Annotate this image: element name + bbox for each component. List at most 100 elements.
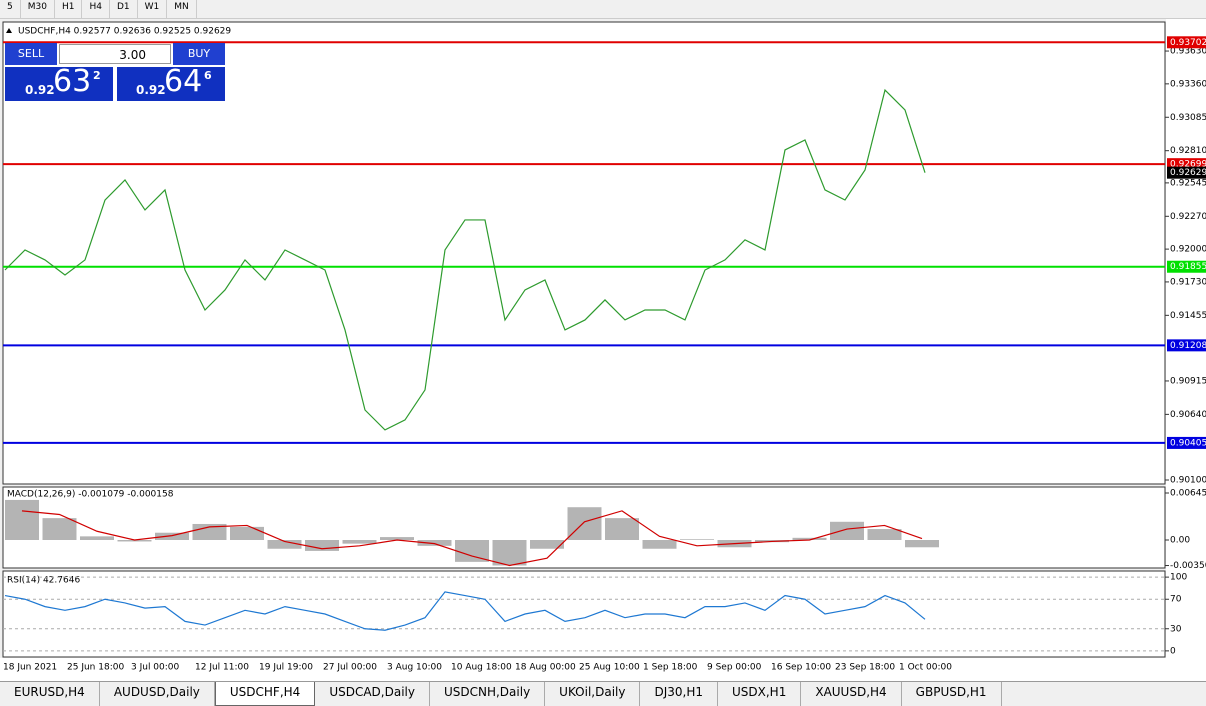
y-tick-label: 0.00 xyxy=(1170,536,1190,546)
macd-bar xyxy=(230,526,264,541)
volume-input[interactable]: 3.00 xyxy=(59,44,171,64)
y-tick-label: -0.003504 xyxy=(1170,561,1206,571)
timeframe-button[interactable]: D1 xyxy=(110,0,138,18)
macd-bar xyxy=(567,507,602,541)
level-label: 0.91208 xyxy=(1170,341,1206,351)
macd-bar xyxy=(267,540,302,549)
x-tick-label: 9 Sep 00:00 xyxy=(707,663,762,673)
macd-bar xyxy=(867,529,902,541)
level-label: 0.90405 xyxy=(1170,438,1206,448)
macd-bar xyxy=(5,499,39,541)
level-label: 0.91855 xyxy=(1170,262,1206,272)
current-price: 0.92629 xyxy=(1170,168,1206,178)
sell-price[interactable]: 0.92 63 2 xyxy=(5,64,113,101)
collapse-icon xyxy=(6,28,12,33)
x-tick-label: 19 Jul 19:00 xyxy=(259,663,313,673)
symbol-tab[interactable]: USDCHF,H4 xyxy=(214,682,316,706)
symbol-tab[interactable]: AUDUSD,Daily xyxy=(100,682,215,706)
x-tick-label: 1 Oct 00:00 xyxy=(899,663,952,673)
y-tick-label: 0.93630 xyxy=(1170,47,1206,57)
macd-bar xyxy=(792,537,827,541)
y-tick-label: 0.92545 xyxy=(1170,178,1206,188)
macd-bar xyxy=(680,539,714,541)
macd-bar xyxy=(192,523,227,541)
y-tick-label: 0 xyxy=(1170,646,1176,656)
y-tick-label: 30 xyxy=(1170,624,1182,634)
macd-bar xyxy=(530,540,564,549)
current-price-bg xyxy=(1167,166,1206,179)
buy-prefix: 0.92 xyxy=(136,83,166,97)
timeframe-button[interactable]: H1 xyxy=(55,0,83,18)
level-label-bg xyxy=(1167,436,1206,449)
x-tick-label: 10 Aug 18:00 xyxy=(451,663,512,673)
y-tick-label: 0.92810 xyxy=(1170,146,1206,156)
timeframe-button[interactable]: W1 xyxy=(138,0,168,18)
macd-bar xyxy=(305,540,339,551)
level-label-bg xyxy=(1167,260,1206,273)
timeframe-button[interactable]: M30 xyxy=(21,0,55,18)
y-tick-label: 100 xyxy=(1170,573,1187,583)
timeframe-button[interactable]: 5 xyxy=(0,0,21,18)
symbol-tab[interactable]: EURUSD,H4 xyxy=(0,682,100,706)
y-tick-label: 0.91455 xyxy=(1170,311,1206,321)
rsi-label: RSI(14) 42.7646 xyxy=(7,576,80,586)
symbol-tab[interactable]: UKOil,Daily xyxy=(545,682,641,706)
sell-big: 63 xyxy=(53,64,92,99)
x-tick-label: 27 Jul 00:00 xyxy=(323,663,377,673)
symbol-tabs: EURUSD,H4 AUDUSD,Daily USDCHF,H4 USDCAD,Dai… xyxy=(0,681,1206,706)
macd-bar xyxy=(905,540,939,548)
macd-bar xyxy=(42,518,77,541)
level-label: 0.92699 xyxy=(1170,160,1206,170)
price-line xyxy=(4,88,926,431)
y-tick-label: 0.90100 xyxy=(1170,475,1206,485)
sell-prefix: 0.92 xyxy=(25,83,55,97)
macd-bar xyxy=(117,540,152,542)
level-label: 0.93702 xyxy=(1170,38,1206,48)
x-tick-label: 25 Jun 18:00 xyxy=(67,663,124,673)
level-label-bg xyxy=(1167,339,1206,352)
macd-bar xyxy=(830,521,864,541)
timeframe-button[interactable]: MN xyxy=(167,0,197,18)
sell-button[interactable]: SELL xyxy=(5,43,57,65)
time-axis xyxy=(0,658,1206,681)
y-tick-label: 0.92000 xyxy=(1170,245,1206,255)
trade-panel: SELL 3.00 BUY 0.92 63 2 0.92 64 6 xyxy=(5,43,225,101)
rsi-pane xyxy=(2,570,1166,658)
x-tick-label: 23 Sep 18:00 xyxy=(835,663,895,673)
macd-bar xyxy=(380,537,414,541)
symbol-tab[interactable]: GBPUSD,H1 xyxy=(902,682,1002,706)
macd-bar xyxy=(492,540,527,566)
macd-bar xyxy=(342,540,377,544)
symbol-tab[interactable]: XAUUSD,H4 xyxy=(801,682,902,706)
symbol-tab[interactable]: USDX,H1 xyxy=(718,682,802,706)
buy-sup: 6 xyxy=(204,69,212,82)
x-tick-label: 16 Sep 10:00 xyxy=(771,663,831,673)
macd-bar xyxy=(417,540,452,546)
y-tick-label: 0.93360 xyxy=(1170,79,1206,89)
y-tick-label: 70 xyxy=(1170,595,1182,605)
macd-bar xyxy=(605,518,639,541)
y-tick-label: 0.92270 xyxy=(1170,212,1206,222)
sell-sup: 2 xyxy=(93,69,101,82)
macd-signal xyxy=(21,510,923,567)
x-tick-label: 18 Aug 00:00 xyxy=(515,663,576,673)
macd-bar xyxy=(80,536,114,541)
level-label-bg xyxy=(1167,36,1206,49)
x-tick-label: 25 Aug 10:00 xyxy=(579,663,640,673)
timeframe-toolbar: 5 M30 H1 H4 D1 W1 MN xyxy=(0,0,1206,19)
x-tick-label: 3 Jul 00:00 xyxy=(131,663,180,673)
symbol-tab[interactable]: USDCNH,Daily xyxy=(430,682,546,706)
symbol-tab[interactable]: USDCAD,Daily xyxy=(315,682,430,706)
y-tick-label: 0.93085 xyxy=(1170,113,1206,123)
buy-big: 64 xyxy=(164,64,203,99)
y-tick-label: 0.90915 xyxy=(1170,376,1206,386)
chart-header: USDCHF,H4 0.92577 0.92636 0.92525 0.9262… xyxy=(18,27,231,37)
macd-bar xyxy=(455,540,489,562)
timeframe-button[interactable]: H4 xyxy=(82,0,110,18)
buy-price[interactable]: 0.92 64 6 xyxy=(117,64,225,101)
y-tick-label: 0.90640 xyxy=(1170,410,1206,420)
symbol-tab[interactable]: DJ30,H1 xyxy=(640,682,718,706)
buy-button[interactable]: BUY xyxy=(173,43,225,65)
chart: USDCHF,H4 0.92577 0.92636 0.92525 0.9262… xyxy=(0,19,1206,681)
